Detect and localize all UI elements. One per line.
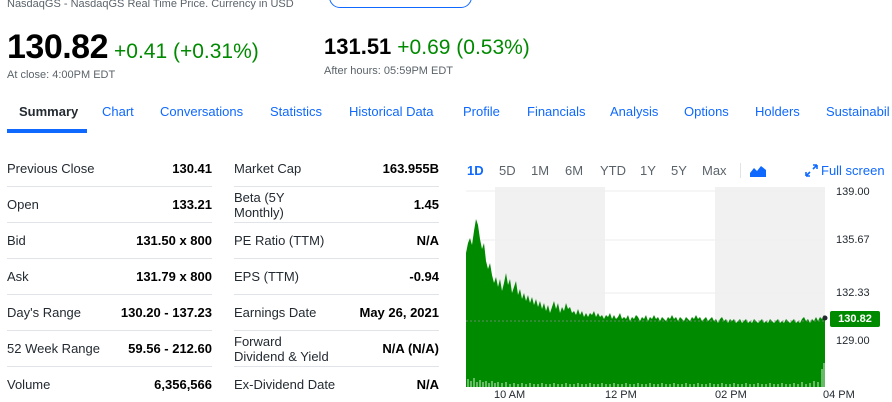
range-5y-button[interactable]: 5Y <box>671 163 687 178</box>
stat-label: Ex-Dividend Date <box>234 377 336 392</box>
x-axis-tick: 10 AM <box>494 389 526 401</box>
tab-conversations[interactable]: Conversations <box>160 104 244 119</box>
range-ytd-button[interactable]: YTD <box>600 163 626 178</box>
range-5d-button[interactable]: 5D <box>499 163 516 178</box>
y-axis-tick: 132.33 <box>836 287 870 299</box>
table-row: Day's Range 130.20 - 137.23 <box>7 295 212 331</box>
stat-value: 130.20 - 137.23 <box>120 305 212 320</box>
tab-sustainability[interactable]: Sustainabil <box>826 104 890 119</box>
stat-value: N/A (N/A) <box>382 341 439 356</box>
stat-value: -0.94 <box>409 269 439 284</box>
table-row: Ex-Dividend Date N/A <box>234 367 439 402</box>
stat-label: Ask <box>7 269 29 284</box>
range-1d-button[interactable]: 1D <box>467 163 484 178</box>
x-axis-tick: 04 PM <box>823 389 855 401</box>
range-max-button[interactable]: Max <box>702 163 727 178</box>
tab-statistics[interactable]: Statistics <box>270 104 323 119</box>
tab-analysis[interactable]: Analysis <box>610 104 659 119</box>
expand-arrows-icon <box>805 164 818 177</box>
table-row: PE Ratio (TTM) N/A <box>234 223 439 259</box>
tab-financials[interactable]: Financials <box>527 104 586 119</box>
table-row: Forward Dividend & Yield N/A (N/A) <box>234 331 439 367</box>
quote-at-close: 130.82 +0.41 (+0.31%) At close: 4:00PM ED… <box>7 28 259 81</box>
tab-options[interactable]: Options <box>684 104 729 119</box>
after-hours-change: +0.69 (0.53%) <box>397 36 530 59</box>
close-time-note: At close: 4:00PM EDT <box>7 69 116 81</box>
stat-value: 59.56 - 212.60 <box>128 341 212 356</box>
stat-label: Open <box>7 197 39 212</box>
price-change: +0.41 (+0.31%) <box>114 40 259 63</box>
table-row: Earnings Date May 26, 2021 <box>234 295 439 331</box>
tab-profile[interactable]: Profile <box>463 104 500 119</box>
stat-label: 52 Week Range <box>7 341 100 356</box>
tab-chart[interactable]: Chart <box>102 104 134 119</box>
y-axis-tick: 139.00 <box>836 186 870 198</box>
tab-summary[interactable]: Summary <box>19 104 79 119</box>
stat-label: Beta (5Y Monthly) <box>234 189 285 220</box>
table-row: Market Cap 163.955B <box>234 151 439 187</box>
x-axis-tick: 02 PM <box>715 389 747 401</box>
follow-button[interactable] <box>329 0 472 8</box>
x-axis-tick: 12 PM <box>605 389 637 401</box>
y-axis-tick: 129.00 <box>836 335 870 347</box>
price-area <box>466 219 825 387</box>
stat-value: 1.45 <box>413 197 439 212</box>
after-hours-time-note: After hours: 05:59PM EDT <box>324 65 453 77</box>
summary-table-left: Previous Close 130.41 Open 133.21 Bid 131.5… <box>7 151 212 402</box>
intraday-price-chart[interactable] <box>462 183 828 387</box>
stat-label: Day's Range <box>7 305 82 320</box>
table-row: Bid 131.50 x 800 <box>7 223 212 259</box>
after-hours-price: 131.51 <box>324 34 392 59</box>
active-tab-indicator <box>7 129 87 133</box>
tab-historical-data[interactable]: Historical Data <box>349 104 434 119</box>
y-axis-tick: 135.67 <box>836 234 870 246</box>
stat-label: Volume <box>7 377 51 392</box>
fullscreen-button[interactable]: Full screen <box>805 163 885 178</box>
stat-label: Bid <box>7 233 26 248</box>
stat-value: N/A <box>416 377 439 392</box>
stat-value: 163.955B <box>382 161 439 176</box>
range-6m-button[interactable]: 6M <box>565 163 584 178</box>
quote-nav-tabs: Summary Chart Conversations Statistics H… <box>0 96 892 133</box>
range-divider <box>740 163 741 178</box>
stat-value: 131.50 x 800 <box>136 233 212 248</box>
stat-label: PE Ratio (TTM) <box>234 233 325 248</box>
exchange-info: NasdaqGS - NasdaqGS Real Time Price. Cur… <box>7 0 294 10</box>
table-row: Beta (5Y Monthly) 1.45 <box>234 187 439 223</box>
volume-bars <box>467 363 825 387</box>
fullscreen-label: Full screen <box>821 163 885 178</box>
stat-label: Earnings Date <box>234 305 317 320</box>
table-row: EPS (TTM) -0.94 <box>234 259 439 295</box>
stat-value: 130.41 <box>172 161 212 176</box>
summary-table-right: Market Cap 163.955B Beta (5Y Monthly) 1.45… <box>234 151 439 402</box>
stat-value: 131.79 x 800 <box>136 269 212 284</box>
stat-label: Previous Close <box>7 161 95 176</box>
stat-label: Market Cap <box>234 161 302 176</box>
table-row: Volume 6,356,566 <box>7 367 212 402</box>
stat-label: EPS (TTM) <box>234 269 299 284</box>
current-price-tag: 130.82 <box>830 311 880 327</box>
stat-value: 6,356,566 <box>154 377 212 392</box>
stat-value: N/A <box>416 233 439 248</box>
tab-holders[interactable]: Holders <box>755 104 800 119</box>
range-1y-button[interactable]: 1Y <box>640 163 656 178</box>
mountain-chart-icon[interactable] <box>750 164 766 182</box>
table-row: Previous Close 130.41 <box>7 151 212 187</box>
quote-after-hours: 131.51 +0.69 (0.53%) After hours: 05:59PM… <box>324 34 530 77</box>
stat-value: May 26, 2021 <box>359 305 439 320</box>
current-price: 130.82 <box>7 28 109 66</box>
last-price-marker <box>822 315 828 321</box>
table-row: 52 Week Range 59.56 - 212.60 <box>7 331 212 367</box>
table-row: Ask 131.79 x 800 <box>7 259 212 295</box>
range-1m-button[interactable]: 1M <box>531 163 550 178</box>
stat-value: 133.21 <box>172 197 212 212</box>
stat-label: Forward Dividend & Yield <box>234 333 329 364</box>
table-row: Open 133.21 <box>7 187 212 223</box>
